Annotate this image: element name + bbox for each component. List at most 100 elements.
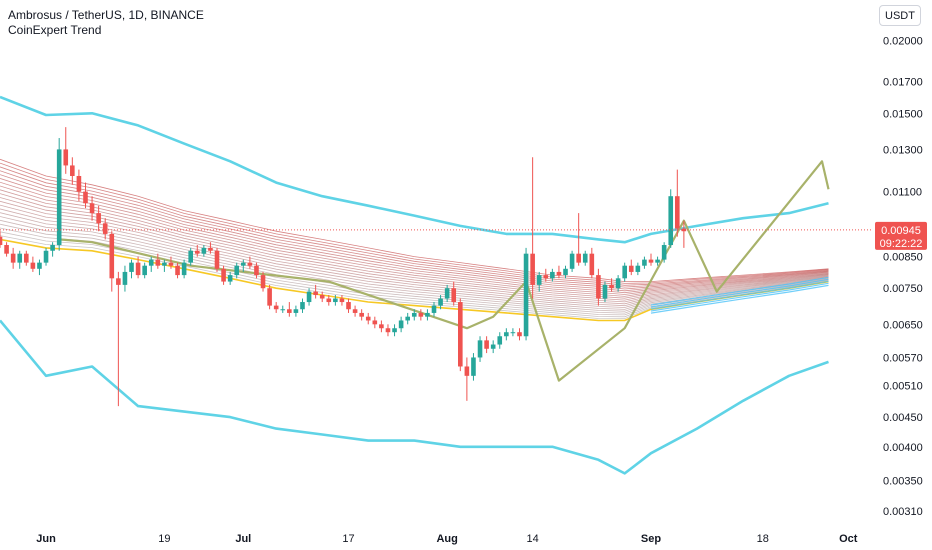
candle[interactable]: [122, 265, 128, 292]
candle[interactable]: [280, 305, 286, 313]
candle[interactable]: [63, 127, 69, 174]
candle[interactable]: [10, 247, 16, 269]
candle[interactable]: [504, 328, 509, 341]
candle[interactable]: [319, 291, 325, 303]
candle[interactable]: [129, 259, 134, 279]
candle[interactable]: [635, 262, 641, 276]
candle[interactable]: [208, 242, 213, 254]
candle[interactable]: [56, 138, 62, 251]
candle[interactable]: [194, 245, 200, 257]
candle[interactable]: [477, 336, 483, 362]
candle[interactable]: [214, 247, 220, 272]
candle[interactable]: [162, 259, 167, 272]
candle[interactable]: [655, 256, 660, 266]
candle[interactable]: [83, 182, 88, 209]
candle[interactable]: [451, 281, 457, 306]
candle[interactable]: [188, 247, 193, 266]
candle[interactable]: [392, 324, 397, 337]
candle[interactable]: [76, 169, 82, 201]
candle[interactable]: [517, 328, 522, 341]
candle[interactable]: [241, 259, 246, 272]
currency-button[interactable]: USDT: [879, 5, 921, 26]
candle[interactable]: [346, 298, 351, 313]
candle[interactable]: [293, 305, 299, 317]
candle[interactable]: [642, 256, 647, 269]
candle[interactable]: [648, 253, 654, 266]
candle[interactable]: [556, 265, 562, 279]
candle[interactable]: [24, 250, 29, 266]
candle[interactable]: [582, 250, 588, 266]
candle[interactable]: [576, 213, 581, 266]
candle[interactable]: [339, 295, 345, 306]
candle[interactable]: [510, 328, 516, 337]
candle[interactable]: [313, 284, 318, 299]
candle[interactable]: [306, 288, 312, 306]
candle[interactable]: [70, 157, 75, 185]
candle[interactable]: [490, 340, 496, 354]
candle[interactable]: [168, 256, 174, 269]
candle[interactable]: [523, 247, 529, 341]
candle[interactable]: [444, 284, 450, 303]
candle[interactable]: [628, 259, 634, 276]
candle[interactable]: [497, 332, 503, 349]
candle[interactable]: [155, 253, 161, 269]
candle[interactable]: [267, 284, 272, 310]
candle[interactable]: [326, 295, 332, 306]
candle[interactable]: [89, 196, 95, 221]
candle[interactable]: [273, 302, 279, 313]
y-axis[interactable]: 0.02000 0.01700 0.01500 0.01300 0.01100 0.008…: [883, 36, 923, 518]
candle[interactable]: [352, 305, 358, 317]
x-axis[interactable]: Jun 19 Jul 17 Aug 14 Sep 18 Oct: [36, 533, 858, 545]
candle[interactable]: [181, 259, 187, 279]
candle[interactable]: [260, 271, 266, 292]
candle[interactable]: [668, 189, 674, 248]
candle[interactable]: [221, 265, 226, 285]
candle[interactable]: [135, 256, 141, 279]
candle[interactable]: [484, 336, 489, 354]
candle[interactable]: [372, 316, 378, 329]
candle[interactable]: [37, 259, 42, 276]
candle[interactable]: [365, 312, 371, 325]
candle[interactable]: [50, 242, 55, 257]
candle[interactable]: [458, 298, 463, 372]
candle[interactable]: [536, 271, 542, 292]
candle[interactable]: [464, 357, 470, 401]
candle[interactable]: [569, 250, 575, 272]
candle[interactable]: [116, 271, 121, 407]
candle[interactable]: [287, 302, 292, 317]
candle[interactable]: [148, 256, 154, 272]
candle[interactable]: [543, 268, 549, 282]
candle[interactable]: [675, 169, 680, 237]
candle[interactable]: [563, 265, 568, 279]
candle[interactable]: [596, 268, 601, 306]
candle[interactable]: [333, 295, 338, 306]
candle[interactable]: [438, 295, 443, 310]
candle[interactable]: [471, 353, 476, 381]
candle[interactable]: [398, 316, 404, 333]
candle[interactable]: [379, 320, 384, 333]
candle[interactable]: [109, 231, 115, 292]
candle[interactable]: [589, 247, 595, 279]
candle[interactable]: [254, 262, 259, 279]
candle[interactable]: [681, 220, 687, 248]
candle[interactable]: [0, 231, 3, 248]
candle[interactable]: [609, 278, 614, 292]
candle[interactable]: [102, 218, 108, 240]
candle[interactable]: [550, 268, 555, 282]
candle[interactable]: [622, 262, 627, 282]
candle[interactable]: [96, 205, 101, 232]
candle[interactable]: [201, 245, 207, 257]
candle[interactable]: [17, 250, 23, 269]
candle[interactable]: [431, 302, 437, 317]
candle[interactable]: [411, 309, 417, 321]
candle[interactable]: [661, 242, 667, 263]
candle[interactable]: [30, 256, 36, 272]
candle[interactable]: [615, 275, 621, 292]
candle[interactable]: [234, 262, 240, 279]
candle[interactable]: [300, 298, 305, 313]
candle[interactable]: [247, 256, 253, 269]
candle[interactable]: [418, 309, 424, 321]
candle[interactable]: [425, 309, 430, 321]
candle[interactable]: [530, 157, 535, 299]
